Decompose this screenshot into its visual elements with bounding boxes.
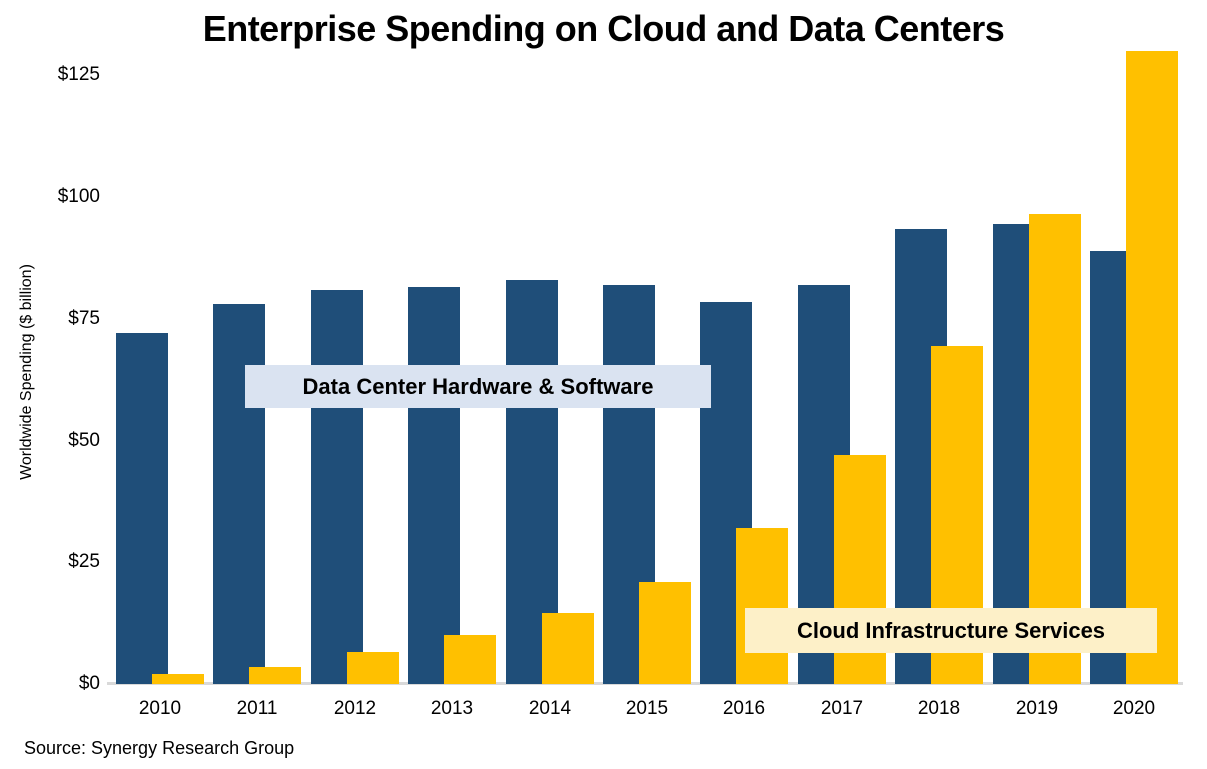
series-label-data-center: Data Center Hardware & Software bbox=[245, 365, 711, 408]
x-tick-label: 2019 bbox=[1015, 698, 1059, 719]
x-tick-label: 2010 bbox=[138, 698, 182, 719]
x-tick-label: 2014 bbox=[528, 698, 572, 719]
source-note: Source: Synergy Research Group bbox=[24, 738, 295, 758]
bar-cloud-2013 bbox=[444, 635, 496, 684]
bar-cloud-2012 bbox=[347, 652, 399, 684]
x-tick-label: 2016 bbox=[722, 698, 766, 719]
y-tick-label: $100 bbox=[57, 186, 100, 207]
bar-datacenter-2012 bbox=[311, 290, 363, 684]
y-tick-label: $75 bbox=[68, 308, 100, 329]
y-tick-label: $0 bbox=[78, 673, 100, 694]
y-tick-label: $25 bbox=[68, 551, 100, 572]
bar-cloud-2019 bbox=[1029, 214, 1081, 684]
bar-cloud-2010 bbox=[152, 674, 204, 684]
x-tick-label: 2020 bbox=[1112, 698, 1156, 719]
bar-datacenter-2013 bbox=[408, 287, 460, 684]
bar-cloud-2020 bbox=[1126, 51, 1178, 684]
chart-title: Enterprise Spending on Cloud and Data Ce… bbox=[202, 8, 1005, 49]
x-tick-label: 2012 bbox=[333, 698, 377, 719]
x-tick-label: 2015 bbox=[625, 698, 669, 719]
x-tick-label: 2011 bbox=[236, 698, 278, 719]
y-tick-label: $50 bbox=[68, 430, 100, 451]
x-tick-label: 2013 bbox=[430, 698, 474, 719]
bar-cloud-2014 bbox=[542, 613, 594, 684]
series-label-cloud: Cloud Infrastructure Services bbox=[745, 608, 1157, 653]
x-tick-label: 2017 bbox=[820, 698, 864, 719]
bar-datacenter-2011 bbox=[213, 304, 265, 684]
y-tick-label: $125 bbox=[57, 64, 100, 85]
bar-datacenter-2010 bbox=[116, 333, 168, 684]
bar-cloud-2015 bbox=[639, 582, 691, 684]
bar-cloud-2016 bbox=[736, 528, 788, 684]
bar-cloud-2011 bbox=[249, 667, 301, 684]
x-tick-label: 2018 bbox=[917, 698, 961, 719]
